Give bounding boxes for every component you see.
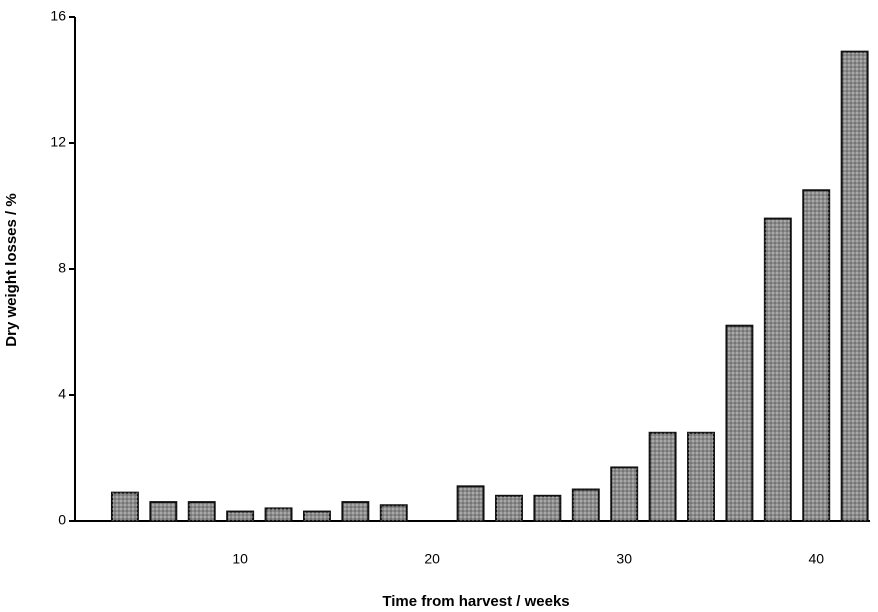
- y-tick-label: 12: [50, 134, 66, 150]
- bar-texture: [496, 495, 522, 521]
- bar-texture: [764, 218, 791, 521]
- bar-texture: [111, 492, 138, 521]
- bar-texture: [188, 502, 215, 521]
- bar-texture: [380, 505, 407, 521]
- bar-texture: [150, 502, 177, 521]
- bar-texture: [688, 432, 714, 521]
- bar-texture: [649, 432, 676, 521]
- y-tick-label: 16: [50, 8, 66, 24]
- y-tick-label: 0: [58, 512, 66, 528]
- bar-texture: [611, 467, 638, 521]
- x-tick-label: 10: [232, 551, 248, 567]
- bar-texture: [265, 508, 292, 521]
- bar-texture: [227, 511, 254, 521]
- y-tick-label: 8: [58, 260, 66, 276]
- x-tick-label: 20: [424, 551, 440, 567]
- bar-texture: [803, 190, 830, 521]
- y-tick-label: 4: [58, 386, 66, 402]
- x-axis-title: Time from harvest / weeks: [382, 593, 569, 610]
- bar-texture: [534, 495, 561, 521]
- x-tick-label: 30: [616, 551, 632, 567]
- bar-texture: [572, 489, 599, 521]
- x-tick-label: 40: [808, 551, 824, 567]
- y-axis-title: Dry weight losses / %: [3, 193, 20, 346]
- bar-texture: [726, 325, 753, 521]
- bar-texture: [303, 511, 330, 521]
- bar-texture: [841, 51, 868, 522]
- bar-texture: [457, 486, 484, 521]
- bar-texture: [342, 502, 369, 521]
